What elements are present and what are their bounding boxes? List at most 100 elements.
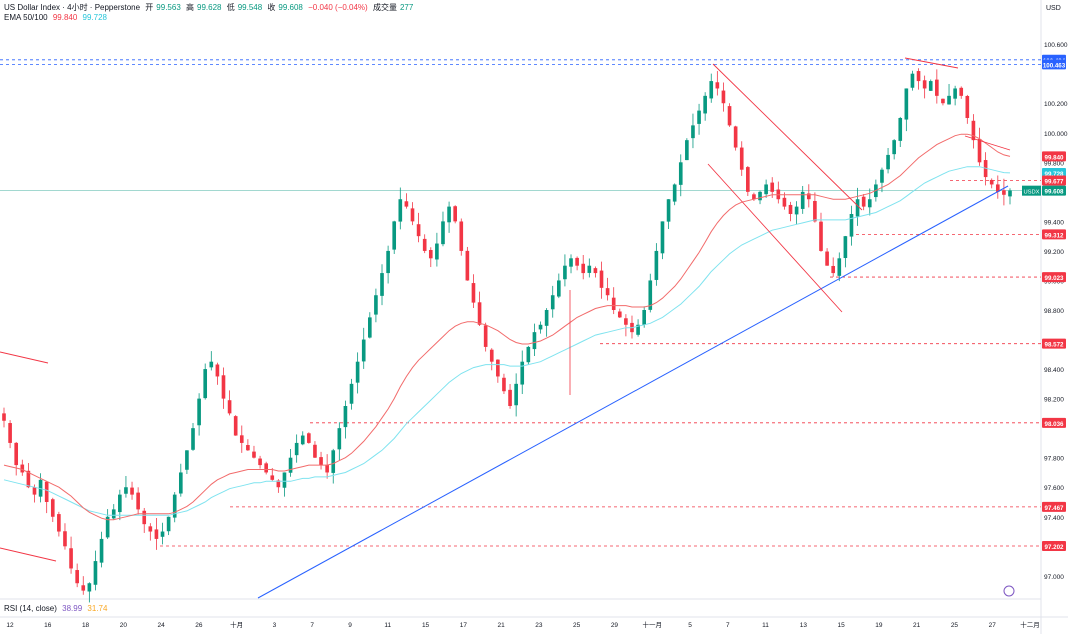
candle-up <box>880 169 884 183</box>
x-tick-label: 25 <box>573 622 581 629</box>
candle-up <box>105 516 110 538</box>
price-badge-bg <box>1042 272 1066 283</box>
candle-down <box>477 302 482 325</box>
x-tick-label: 15 <box>837 622 845 629</box>
candle-down <box>813 200 817 222</box>
candle-down <box>599 270 604 288</box>
candle-up <box>447 206 451 223</box>
x-tick-label: 19 <box>875 622 883 629</box>
candle-up <box>118 494 122 513</box>
y-tick-label: 97.000 <box>1044 574 1064 581</box>
candle-down <box>959 87 964 96</box>
rsi-label: RSI (14, close) <box>4 604 57 613</box>
candle-down <box>977 139 982 163</box>
ema-legend[interactable]: EMA 50/100 99.840 99.728 <box>4 13 110 22</box>
candle-up <box>947 95 951 105</box>
candle-up <box>1008 190 1012 197</box>
top-resistance-line <box>904 57 959 69</box>
candle-up <box>392 221 397 250</box>
candle-down <box>502 377 506 392</box>
candle-down <box>782 197 787 207</box>
candle-down <box>617 311 622 318</box>
candle-down <box>313 444 317 458</box>
candle-down <box>252 451 256 458</box>
candle-up <box>111 509 116 519</box>
candle-down <box>935 79 939 96</box>
left-line-lower <box>0 547 57 562</box>
candle-down <box>581 263 586 274</box>
x-tick-label: 11 <box>384 622 391 629</box>
candle-up <box>843 236 848 259</box>
rsi-ma-value: 31.74 <box>87 604 108 613</box>
x-tick-label: 29 <box>611 622 619 629</box>
candle-down <box>75 570 79 584</box>
candle-down <box>258 458 262 466</box>
x-tick-label: 16 <box>44 622 52 629</box>
candle-up <box>892 140 896 155</box>
candle-up <box>380 273 384 296</box>
candle-up <box>563 265 567 280</box>
x-tick-label: 9 <box>348 622 352 629</box>
x-tick-label: 十一月 <box>642 620 662 629</box>
candle-up <box>837 258 842 276</box>
y-tick-label: 97.800 <box>1044 456 1064 463</box>
candle-down <box>319 457 323 466</box>
candle-down <box>752 194 756 200</box>
candle-down <box>270 475 275 480</box>
candle-up <box>685 140 689 161</box>
candle-up <box>374 295 378 315</box>
candle-down <box>63 531 67 547</box>
x-tick-label: 3 <box>273 622 277 629</box>
candle-down <box>788 204 793 214</box>
price-badge: 99.312 <box>1042 229 1066 240</box>
candle-down <box>69 548 73 569</box>
candle-up <box>337 428 342 450</box>
candle-up <box>209 361 214 368</box>
candle-up <box>526 346 531 363</box>
candle-down <box>136 492 140 510</box>
symbol-header: US Dollar Index · 4小时 · Pepperstone 开 99.… <box>4 2 416 13</box>
candle-up <box>386 250 390 274</box>
open-label: 开 <box>145 3 154 12</box>
candle-up <box>648 280 653 310</box>
price-badge-bg <box>1042 167 1066 178</box>
candle-down <box>861 196 866 207</box>
price-badge-label: 98.572 <box>1045 342 1064 349</box>
x-tick-label: 十二月 <box>1020 620 1040 629</box>
x-tick-label: 24 <box>157 622 165 629</box>
candle-down <box>770 182 775 192</box>
candle-up <box>368 317 372 338</box>
candle-down <box>57 514 61 532</box>
candle-up <box>203 369 208 399</box>
x-tick-label: 15 <box>422 622 430 629</box>
candle-down <box>215 364 220 377</box>
candle-up <box>709 81 714 99</box>
x-tick-label: 7 <box>310 622 314 629</box>
volume-value: 277 <box>399 3 414 12</box>
rsi-legend[interactable]: RSI (14, close) 38.99 31.74 <box>4 604 110 613</box>
candle-up <box>660 221 665 254</box>
candle-down <box>733 126 738 148</box>
ema-segment-line <box>964 135 1011 151</box>
x-tick-label: 11 <box>762 622 769 629</box>
price-badge: 97.202 <box>1042 541 1066 552</box>
candle-down <box>575 257 579 266</box>
candle-up <box>166 516 171 532</box>
candle-up <box>557 280 561 297</box>
ascending-trendline <box>257 185 1009 599</box>
candle-up <box>855 199 860 217</box>
candle-down <box>971 120 976 141</box>
ema50-line <box>3 133 1011 521</box>
candle-down <box>50 499 55 517</box>
candle-up <box>697 110 701 124</box>
price-badge-label: 100.463 <box>1043 62 1066 69</box>
candle-down <box>307 433 311 443</box>
y-tick-label: 99.800 <box>1044 160 1064 167</box>
y-tick-label: 98.200 <box>1044 397 1064 404</box>
candle-down <box>496 359 500 377</box>
y-tick-label: 98.800 <box>1044 308 1064 315</box>
candle-down <box>26 470 31 488</box>
candle-up <box>349 383 354 404</box>
